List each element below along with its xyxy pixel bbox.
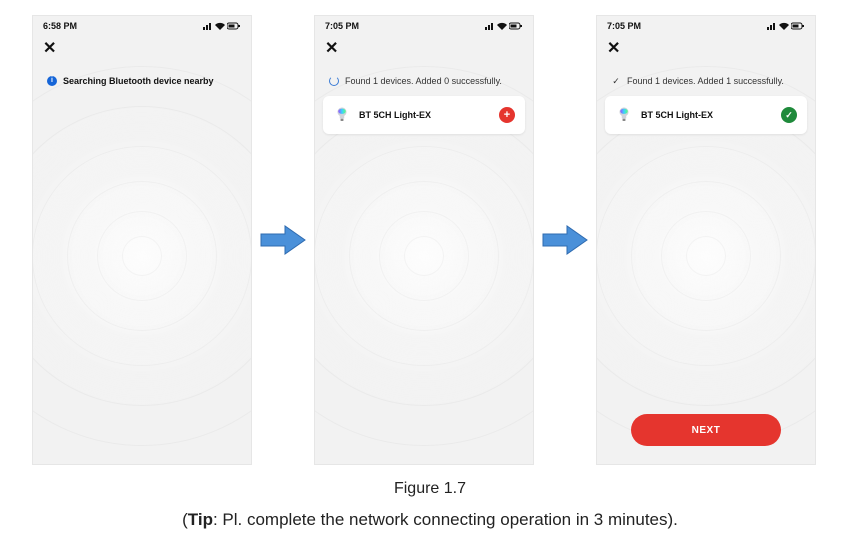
status-bar: 7:05 PM (597, 16, 815, 34)
device-card[interactable]: BT 5CH Light-EX ✓ (605, 96, 807, 134)
device-card[interactable]: BT 5CH Light-EX + (323, 96, 525, 134)
status-icons (767, 22, 805, 30)
tip-text: (Tip: Pl. complete the network connectin… (0, 510, 860, 530)
bulb-icon (333, 106, 351, 124)
check-icon: ✓ (611, 76, 621, 86)
arrow-icon (252, 15, 314, 465)
device-name: BT 5CH Light-EX (359, 110, 491, 120)
figure-caption: Figure 1.7 (0, 480, 860, 498)
status-message-row: ✓ Found 1 devices. Added 1 successfully. (597, 66, 815, 86)
status-icons (485, 22, 523, 30)
status-bar: 6:58 PM (33, 16, 251, 34)
bulb-icon (615, 106, 633, 124)
arrow-icon (534, 15, 596, 465)
phone-screen-3: 7:05 PM ✕ ✓ Found 1 devices. Added 1 suc… (596, 15, 816, 465)
close-button[interactable]: ✕ (607, 41, 620, 57)
status-message: Found 1 devices. Added 1 successfully. (627, 76, 784, 86)
clock: 7:05 PM (607, 21, 641, 31)
device-name: BT 5CH Light-EX (641, 110, 773, 120)
status-icons (203, 22, 241, 30)
phone-screen-2: 7:05 PM ✕ Found 1 devices. Added 0 succe… (314, 15, 534, 465)
close-button[interactable]: ✕ (325, 41, 338, 57)
clock: 7:05 PM (325, 21, 359, 31)
status-message: Searching Bluetooth device nearby (63, 76, 214, 86)
next-button[interactable]: NEXT (631, 414, 781, 446)
device-added-icon: ✓ (781, 107, 797, 123)
status-bar: 7:05 PM (315, 16, 533, 34)
status-message-row: i Searching Bluetooth device nearby (33, 66, 251, 86)
add-device-button[interactable]: + (499, 107, 515, 123)
clock: 6:58 PM (43, 21, 77, 31)
status-message-row: Found 1 devices. Added 0 successfully. (315, 66, 533, 86)
spinner-icon (329, 76, 339, 86)
status-message: Found 1 devices. Added 0 successfully. (345, 76, 502, 86)
phone-screen-1: 6:58 PM ✕ i Searching Bluetooth device n… (32, 15, 252, 465)
close-button[interactable]: ✕ (43, 41, 56, 57)
info-icon: i (47, 76, 57, 86)
